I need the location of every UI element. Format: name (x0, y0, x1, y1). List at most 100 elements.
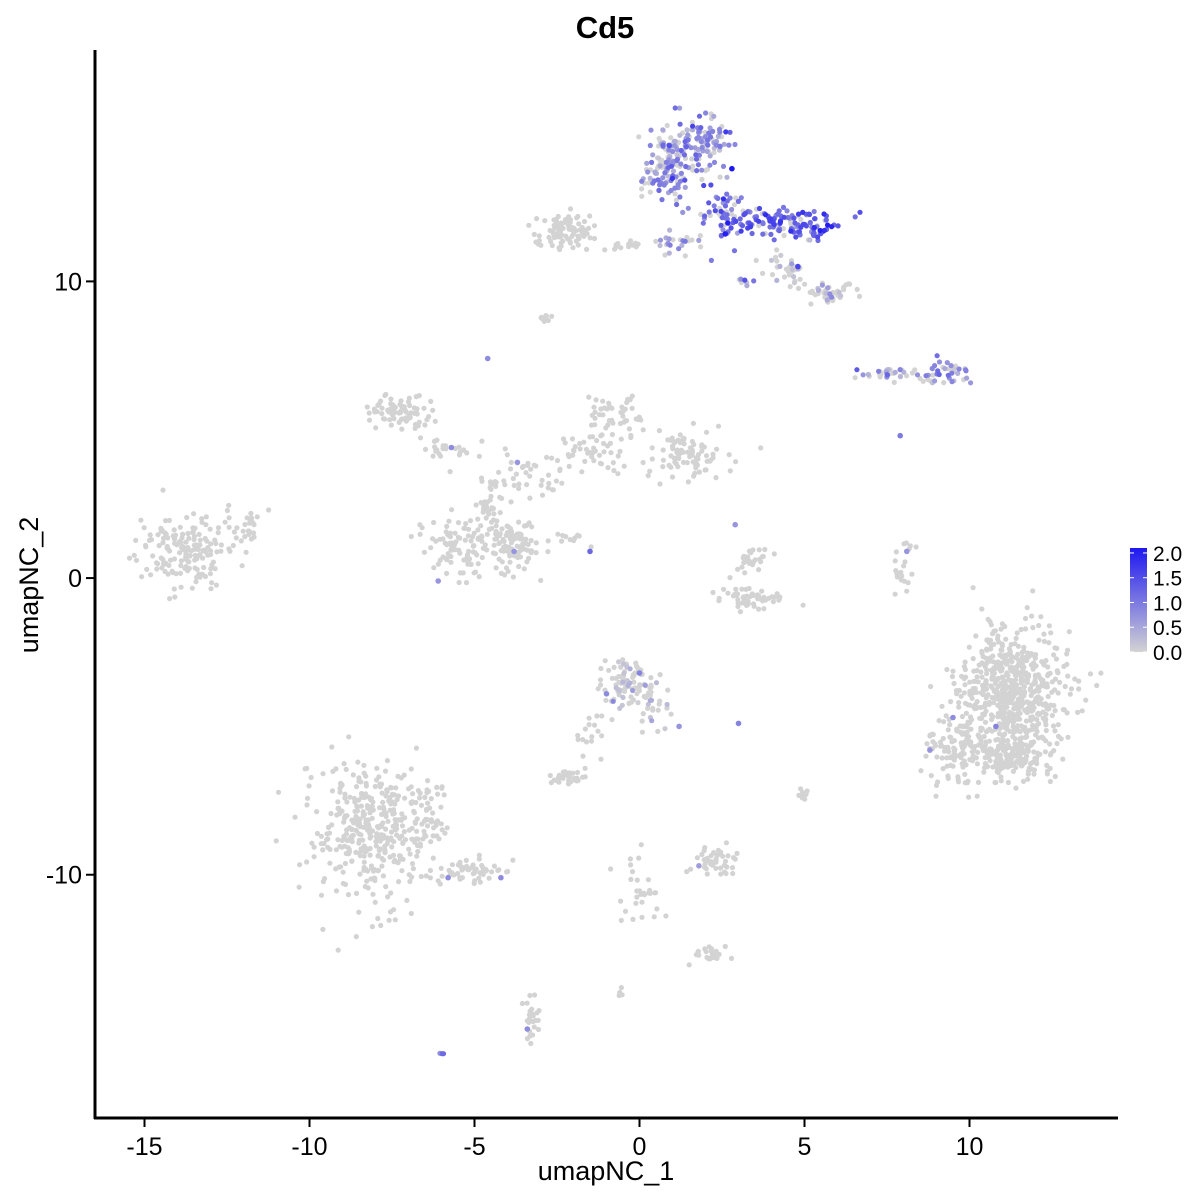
cell-point (1052, 708, 1058, 714)
cell-point (1040, 702, 1046, 708)
cell-point (1019, 649, 1025, 655)
cell-point (391, 810, 397, 817)
cell-point (989, 751, 995, 757)
cell-point (660, 457, 667, 463)
cell-point (582, 765, 588, 771)
cell-point (435, 791, 441, 797)
cell-point (154, 566, 160, 572)
cell-point (980, 691, 986, 698)
cell-point (399, 811, 405, 817)
cell-point (670, 148, 676, 155)
cell-point (1016, 751, 1022, 757)
cell-point-expressing (676, 723, 682, 730)
cell-point (705, 142, 711, 148)
cell-point (645, 705, 651, 712)
cell-point (421, 405, 427, 411)
cell-point (344, 799, 350, 805)
cell-point (487, 485, 493, 491)
cell-point (668, 163, 675, 169)
cell-point (531, 231, 537, 237)
cell-point (248, 510, 254, 516)
cell-point (367, 852, 373, 858)
cell-point (411, 410, 417, 416)
cell-point (924, 741, 930, 747)
cell-point (380, 835, 386, 841)
cell-point (717, 129, 723, 135)
cell-point (965, 702, 971, 708)
cell-point (693, 156, 700, 162)
cell-point (647, 685, 653, 691)
cell-point-expressing (498, 874, 504, 881)
cell-point (980, 747, 986, 754)
cell-point (988, 667, 995, 673)
cell-point (645, 169, 651, 175)
cell-point (981, 733, 987, 740)
cell-point (625, 682, 631, 688)
cell-point (933, 793, 939, 799)
cell-point (491, 542, 497, 548)
cell-point (698, 139, 704, 145)
cell-point (297, 862, 303, 868)
cell-point (361, 762, 367, 768)
cell-point (156, 543, 162, 549)
cell-point (1024, 753, 1030, 759)
cell-point (501, 478, 507, 484)
cell-point (1015, 657, 1022, 663)
cell-point (147, 532, 153, 538)
cell-point (592, 422, 598, 428)
cell-point (342, 860, 348, 867)
cell-point-expressing (445, 874, 451, 881)
cell-point (361, 853, 367, 859)
cell-point (372, 867, 378, 873)
cell-point (774, 277, 780, 283)
cell-point (398, 398, 404, 404)
cell-point (388, 785, 394, 791)
cell-point (884, 372, 891, 378)
cell-point (446, 518, 452, 524)
cell-point (382, 768, 389, 774)
cell-point (243, 549, 249, 555)
cell-point (731, 855, 737, 861)
cell-point (718, 849, 724, 855)
cell-point (572, 444, 578, 450)
cell-point (1032, 755, 1038, 762)
cell-point (463, 521, 469, 527)
cell-point (423, 807, 430, 813)
cell-point (459, 867, 465, 873)
cell-point (689, 452, 695, 458)
cell-point (730, 870, 736, 877)
cell-point (388, 422, 394, 428)
cell-point (1029, 613, 1035, 619)
cell-point (964, 375, 970, 381)
cell-point (449, 507, 455, 513)
cell-point (985, 750, 991, 756)
cell-point (929, 731, 935, 737)
cell-point (678, 447, 685, 453)
cell-point (417, 531, 423, 537)
cell-point (476, 875, 482, 881)
cell-point (1029, 726, 1035, 733)
cell-point (612, 246, 618, 252)
cell-point (389, 799, 395, 805)
cell-point (737, 216, 743, 222)
cell-point (538, 482, 544, 488)
cell-point (345, 892, 352, 898)
cell-point (456, 444, 462, 450)
cell-point (677, 194, 683, 200)
cell-point (428, 819, 434, 825)
cell-point (533, 540, 539, 546)
cell-point (978, 728, 984, 734)
cell-point (226, 502, 232, 508)
cell-point (431, 565, 437, 571)
cell-point (577, 440, 583, 447)
cell-point (339, 844, 345, 850)
cell-point (208, 586, 214, 592)
cell-point (477, 879, 483, 885)
cell-point (620, 679, 626, 685)
cell-point (702, 845, 708, 851)
cell-point (959, 761, 965, 767)
cell-point (155, 532, 161, 538)
cell-point (788, 221, 794, 227)
cell-point (1028, 742, 1034, 749)
cell-point (718, 865, 724, 871)
